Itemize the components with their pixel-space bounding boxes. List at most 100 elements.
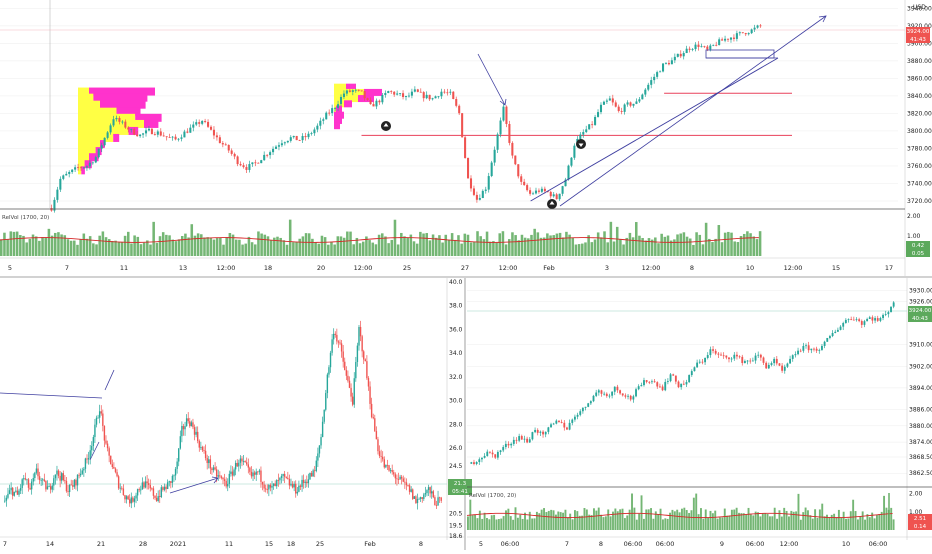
br-relvol-bar [747,507,750,530]
top-candle [676,53,679,57]
top-relvol-bar [346,231,349,256]
br-relvol-bar [776,518,779,530]
br-relvol-bar [842,511,845,530]
volume-profile-pink-bar [116,107,141,116]
bl-candle [435,505,438,506]
br-candle [507,443,510,446]
top-relvol-bar [161,232,165,256]
top-relvol-bar [546,233,549,256]
top-relvol-bar [28,238,32,256]
top-x-tick: 7 [65,264,69,272]
top-relvol-bar [381,233,384,256]
bl-candle [377,439,379,452]
top-candle [272,148,275,153]
top-x-tick: 27 [461,264,469,272]
br-candle [813,348,815,350]
top-candle [715,44,718,46]
top-candle [165,136,168,138]
br-candle [749,360,752,362]
br-relvol-bar [795,511,798,530]
top-candle [440,91,443,97]
br-relvol-bar [735,507,738,530]
top-relvol-tag-text: 0.42 [912,243,924,249]
top-relvol-bar [641,238,644,256]
br-x-tick: 06:00 [656,540,675,548]
br-relvol-bar [478,510,481,530]
bl-candle [382,456,384,460]
br-relvol-bar [814,509,817,530]
top-candle [79,167,83,169]
top-relvol-bar [581,243,584,256]
top-candle [552,194,555,197]
top-candle [706,46,709,50]
br-relvol-bar [564,509,567,530]
bl-candle [64,480,66,481]
bl-candle [192,422,194,428]
top-candle [422,92,425,99]
br-candle [698,361,701,363]
br-candle [534,429,537,433]
br-relvol-bar [576,511,579,530]
top-candle [673,56,676,61]
bl-candle [263,484,265,489]
top-relvol-bar [355,237,359,256]
bl-candle [144,481,147,488]
bl-candle [418,498,420,500]
br-relvol-bar [524,512,526,530]
top-relvol-bar [742,233,746,256]
top-candle [378,100,381,103]
br-relvol-bar [531,518,534,530]
br-relvol-bar [659,508,662,530]
br-candle [722,355,725,357]
br-relvol-bar [816,517,819,530]
top-candle [526,185,529,191]
top-candle [647,84,650,90]
br-relvol-bar [652,518,655,530]
bl-candle [217,475,219,477]
top-relvol-bar [412,241,416,256]
top-relvol-bar [692,244,695,256]
top-candle [396,93,399,95]
br-candle [868,317,871,319]
br-relvol-bar [519,514,522,530]
br-relvol-bar [588,514,591,530]
br-relvol-bar [483,512,486,530]
top-relvol-bar [384,236,387,256]
bl-candle [29,487,31,490]
br-candle [858,319,861,322]
br-candle [611,391,614,396]
top-relvol-bar [111,241,114,256]
top-relvol-bar [485,231,489,256]
top-candle [339,96,343,105]
bl-candle [98,411,101,418]
top-candle [443,91,446,93]
top-relvol-bar [0,239,3,256]
br-candle [483,455,486,458]
br-relvol-bar [535,511,538,530]
top-candle [372,104,375,107]
bl-candle [242,461,245,462]
top-relvol-bar [444,234,448,256]
br-relvol-bar [514,507,517,530]
top-candle [331,108,334,114]
bl-candle [367,378,370,387]
bl-candle [317,453,319,461]
br-relvol-bar [861,511,864,530]
bl-candle [356,345,359,362]
top-relvol-bar [260,233,263,256]
bl-candle [419,497,422,499]
br-candle [701,361,704,363]
br-candle [736,354,738,357]
bl-candle [334,333,336,335]
top-candle [534,190,538,194]
br-relvol-bar [619,509,622,530]
br-relvol-bar [804,507,807,530]
bl-candle [121,487,123,489]
bl-candle [364,359,367,362]
br-y-tick: 3910.00 [909,342,932,349]
bl-candle [73,479,76,487]
top-candle [118,117,121,122]
top-relvol-bar [403,236,406,256]
bl-candle [255,471,257,475]
top-candle [573,145,576,158]
